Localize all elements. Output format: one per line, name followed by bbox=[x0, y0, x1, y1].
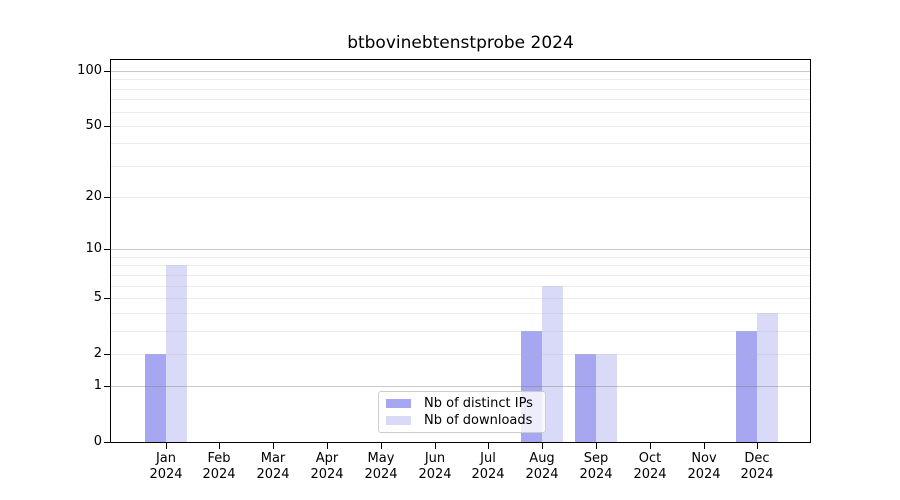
x-tick-label-aug: Aug 2024 bbox=[525, 451, 559, 482]
bar-downloads-aug bbox=[542, 285, 564, 442]
y-tick-mark bbox=[104, 126, 110, 127]
x-tick-mark bbox=[757, 443, 758, 449]
y-tick-mark bbox=[104, 354, 110, 355]
chart-title: btbovinebtenstprobe 2024 bbox=[347, 33, 574, 53]
x-tick-mark bbox=[327, 443, 328, 449]
x-tick-mark bbox=[273, 443, 274, 449]
x-tick-label-oct: Oct 2024 bbox=[633, 451, 667, 482]
x-tick-mark bbox=[435, 443, 436, 449]
y-tick-mark bbox=[104, 197, 110, 198]
x-tick-label-jun: Jun 2024 bbox=[418, 451, 452, 482]
x-tick-mark bbox=[219, 443, 220, 449]
y-tick-label-100: 100 bbox=[77, 63, 102, 78]
bar-downloads-sep bbox=[595, 353, 617, 442]
x-tick-label-sep: Sep 2024 bbox=[579, 451, 613, 482]
bar-distinct-ips-jan bbox=[144, 353, 166, 442]
gridline-minor bbox=[111, 313, 810, 314]
bar-downloads-dec bbox=[757, 312, 779, 442]
gridline-major bbox=[111, 71, 810, 72]
y-tick-mark bbox=[104, 298, 110, 299]
x-tick-label-jul: Jul 2024 bbox=[471, 451, 505, 482]
y-tick-mark bbox=[104, 386, 110, 387]
x-tick-label-jan: Jan 2024 bbox=[149, 451, 183, 482]
legend-label-distinct-ips: Nb of distinct IPs bbox=[424, 396, 533, 411]
x-tick-label-may: May 2024 bbox=[364, 451, 398, 482]
x-tick-mark bbox=[488, 443, 489, 449]
y-tick-label-0: 0 bbox=[93, 434, 102, 449]
y-tick-mark bbox=[104, 71, 110, 72]
y-tick-label-20: 20 bbox=[85, 189, 102, 204]
x-tick-label-nov: Nov 2024 bbox=[687, 451, 721, 482]
gridline-minor bbox=[111, 257, 810, 258]
x-tick-mark bbox=[596, 443, 597, 449]
legend-label-downloads: Nb of downloads bbox=[424, 413, 533, 428]
x-tick-mark bbox=[704, 443, 705, 449]
gridline-minor bbox=[111, 143, 810, 144]
y-tick-label-2: 2 bbox=[93, 346, 102, 361]
gridline-minor bbox=[111, 197, 810, 198]
legend-swatch-distinct-ips bbox=[386, 399, 411, 408]
plot-area bbox=[110, 59, 811, 443]
x-tick-mark bbox=[381, 443, 382, 449]
y-tick-label-10: 10 bbox=[85, 241, 102, 256]
x-tick-mark bbox=[542, 443, 543, 449]
gridline-minor bbox=[111, 331, 810, 332]
y-tick-mark bbox=[104, 249, 110, 250]
gridline-major bbox=[111, 386, 810, 387]
gridline-minor bbox=[111, 79, 810, 80]
gridline-minor bbox=[111, 126, 810, 127]
gridline-minor bbox=[111, 265, 810, 266]
x-tick-label-apr: Apr 2024 bbox=[310, 451, 344, 482]
y-tick-label-50: 50 bbox=[85, 118, 102, 133]
legend: Nb of distinct IPs Nb of downloads bbox=[378, 391, 546, 433]
x-tick-label-mar: Mar 2024 bbox=[256, 451, 290, 482]
y-tick-label-1: 1 bbox=[93, 378, 102, 393]
legend-item-distinct-ips: Nb of distinct IPs bbox=[386, 395, 538, 412]
gridline-minor bbox=[111, 166, 810, 167]
gridline-minor bbox=[111, 286, 810, 287]
bar-distinct-ips-sep bbox=[574, 353, 596, 442]
x-tick-mark bbox=[166, 443, 167, 449]
x-tick-label-dec: Dec 2024 bbox=[740, 451, 774, 482]
gridline-minor bbox=[111, 275, 810, 276]
gridline-minor bbox=[111, 89, 810, 90]
gridline-minor bbox=[111, 99, 810, 100]
legend-swatch-downloads bbox=[386, 416, 411, 425]
y-tick-mark bbox=[104, 442, 110, 443]
legend-item-downloads: Nb of downloads bbox=[386, 412, 538, 429]
gridline-minor bbox=[111, 354, 810, 355]
x-tick-label-feb: Feb 2024 bbox=[202, 451, 236, 482]
y-tick-label-5: 5 bbox=[93, 290, 102, 305]
gridline-minor bbox=[111, 112, 810, 113]
x-tick-mark bbox=[650, 443, 651, 449]
bar-downloads-jan bbox=[165, 265, 187, 442]
gridline-major bbox=[111, 249, 810, 250]
bar-distinct-ips-dec bbox=[736, 330, 758, 442]
gridline-minor bbox=[111, 298, 810, 299]
